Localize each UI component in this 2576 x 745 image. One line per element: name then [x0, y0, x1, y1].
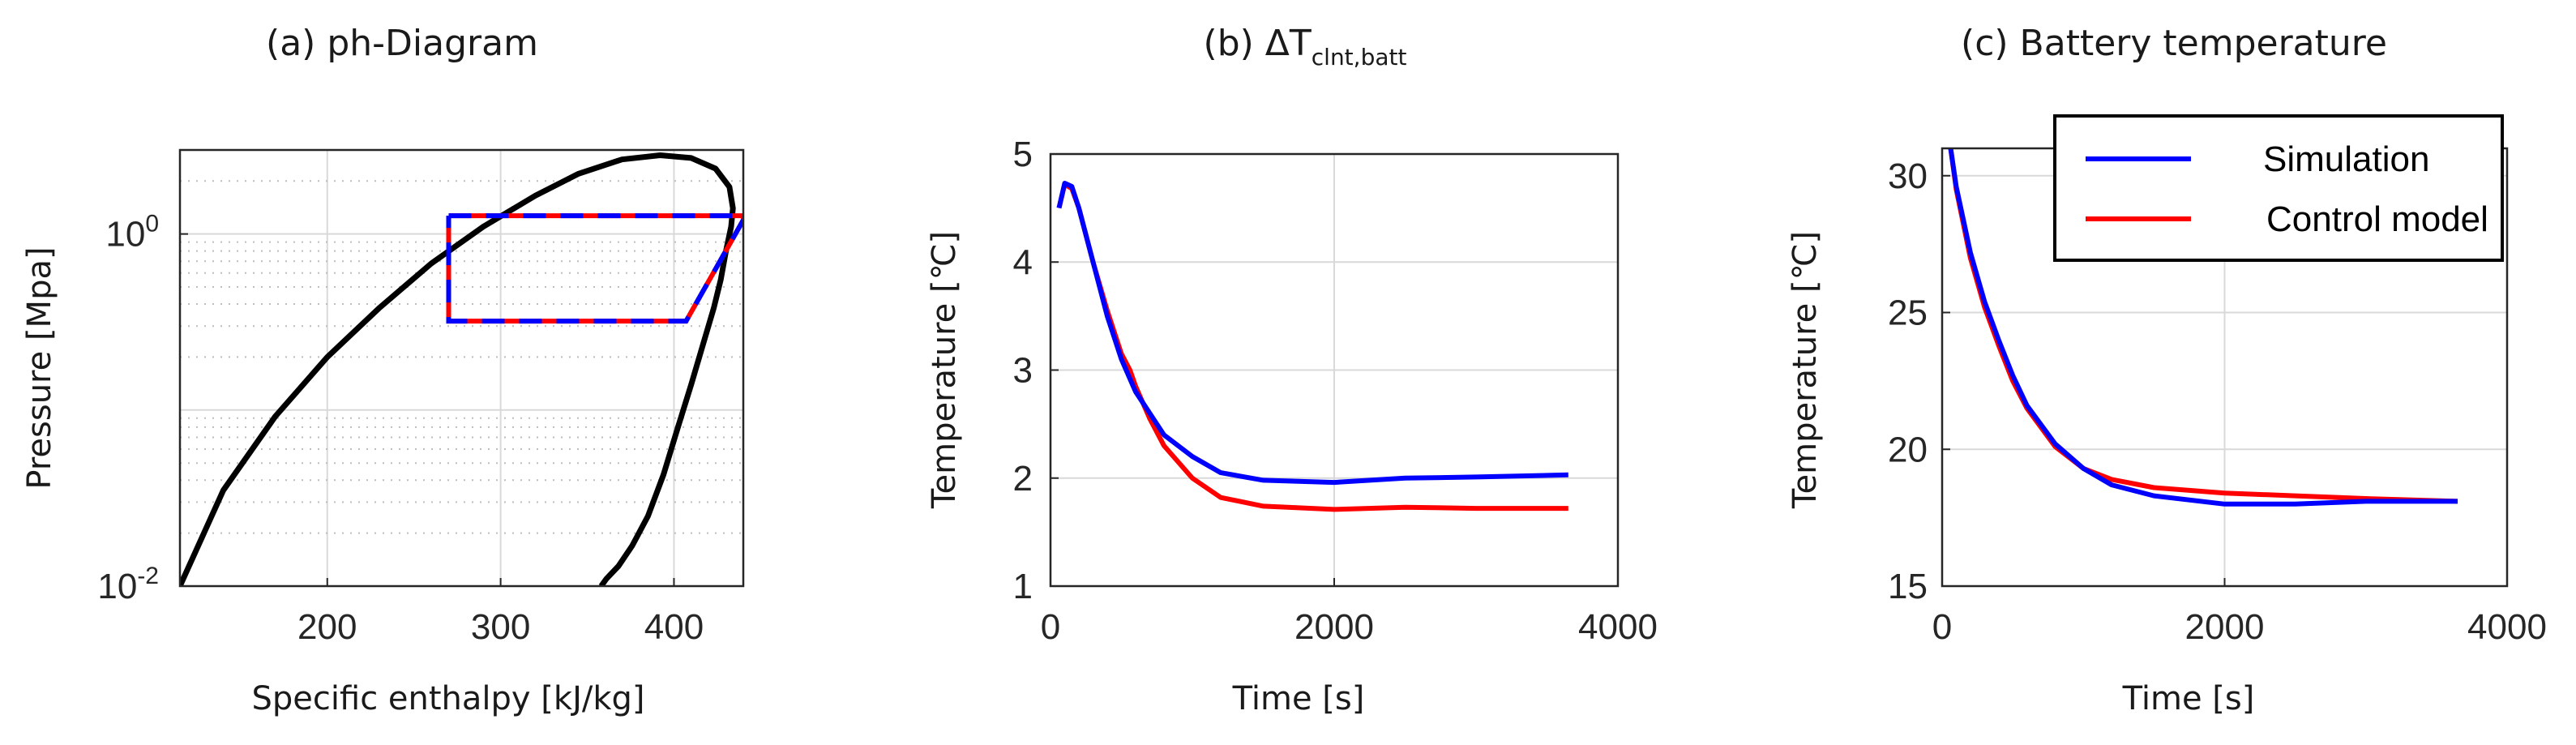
panel-a-xlabel: Specific enthalpy [kJ/kg] — [252, 680, 645, 717]
panel-b-title: (b) ΔTclnt,batt — [1204, 23, 1407, 71]
panel-b-xtick-label: 4000 — [1578, 607, 1658, 647]
panel-b-title-main: (b) ΔT — [1204, 23, 1312, 64]
legend: Simulation Control model — [2053, 114, 2504, 262]
panel-c-ytick-label: 20 — [1888, 430, 1928, 469]
panel-b-xlabel: Time [s] — [1232, 680, 1365, 717]
panel-c-ytick-label: 30 — [1888, 156, 1928, 196]
panel-c-xtick-label: 0 — [1932, 607, 1952, 647]
panel-a-xtick-label: 200 — [297, 607, 357, 647]
panel-b-title-sub: clnt,batt — [1312, 44, 1407, 71]
panel-c-xlabel: Time [s] — [2122, 680, 2255, 717]
panel-b-ytick-label: 1 — [1013, 567, 1033, 606]
legend-control-label: Control model — [2266, 199, 2488, 239]
panel-b-xtick-label: 0 — [1041, 607, 1060, 647]
cycle-line-blue-dashed — [446, 213, 743, 324]
panel-b-ylabel: Temperature [℃] — [926, 231, 963, 509]
cycle-line-red — [446, 213, 743, 324]
panel-a-ytick-label: 100 — [105, 211, 159, 255]
panel-a-title: (a) ph-Diagram — [266, 23, 538, 64]
panel-c-ylabel: Temperature [℃] — [1787, 231, 1824, 509]
panel-c-ytick-label: 25 — [1888, 293, 1928, 333]
panel-c-xtick-label: 4000 — [2467, 607, 2547, 647]
panel-a-axes-box — [178, 148, 745, 588]
panel-b-ytick-label: 2 — [1013, 459, 1033, 499]
panel-c-ytick-label: 15 — [1888, 567, 1928, 606]
panel-a-xtick-label: 300 — [471, 607, 530, 647]
panel-b-series-simulation — [1056, 181, 1568, 486]
panel-b-ytick-label: 5 — [1013, 135, 1033, 174]
panel-battery-temperature: (c) Battery temperature 0 2000 4000 15 20 25 3… — [1787, 23, 2547, 717]
legend-box — [2053, 114, 2504, 262]
panel-a-ytick-label: 10-2 — [97, 563, 159, 606]
panel-b-ytick-label: 3 — [1013, 351, 1033, 391]
panel-c-title: (c) Battery temperature — [1961, 23, 2387, 64]
panel-c-xtick-label: 2000 — [2185, 607, 2265, 647]
panel-a-xtick-label: 400 — [644, 607, 704, 647]
panel-a-ylabel: Pressure [Mpa] — [21, 246, 58, 489]
panel-ph-diagram: (a) ph-Diagram 200 300 400 10-2 100 Specific… — [21, 23, 745, 717]
panel-c-series-simulation — [1948, 148, 2458, 507]
saturation-dome-line — [180, 152, 736, 586]
legend-simulation-label: Simulation — [2263, 139, 2429, 179]
panel-b-ytick-label: 4 — [1013, 242, 1033, 282]
panel-b-xtick-label: 2000 — [1294, 607, 1374, 647]
panel-b-series-control-model — [1056, 182, 1568, 512]
